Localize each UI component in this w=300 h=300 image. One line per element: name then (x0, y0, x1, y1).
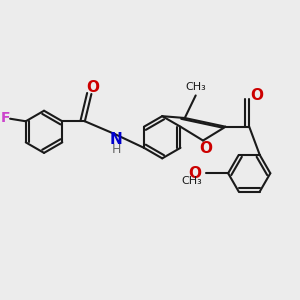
Text: O: O (251, 88, 264, 103)
Text: N: N (110, 132, 123, 147)
Text: O: O (87, 80, 100, 95)
Text: F: F (1, 111, 10, 124)
Text: O: O (200, 141, 212, 156)
Text: H: H (112, 143, 121, 156)
Text: O: O (188, 166, 201, 181)
Text: CH₃: CH₃ (182, 176, 202, 186)
Text: CH₃: CH₃ (185, 82, 206, 92)
